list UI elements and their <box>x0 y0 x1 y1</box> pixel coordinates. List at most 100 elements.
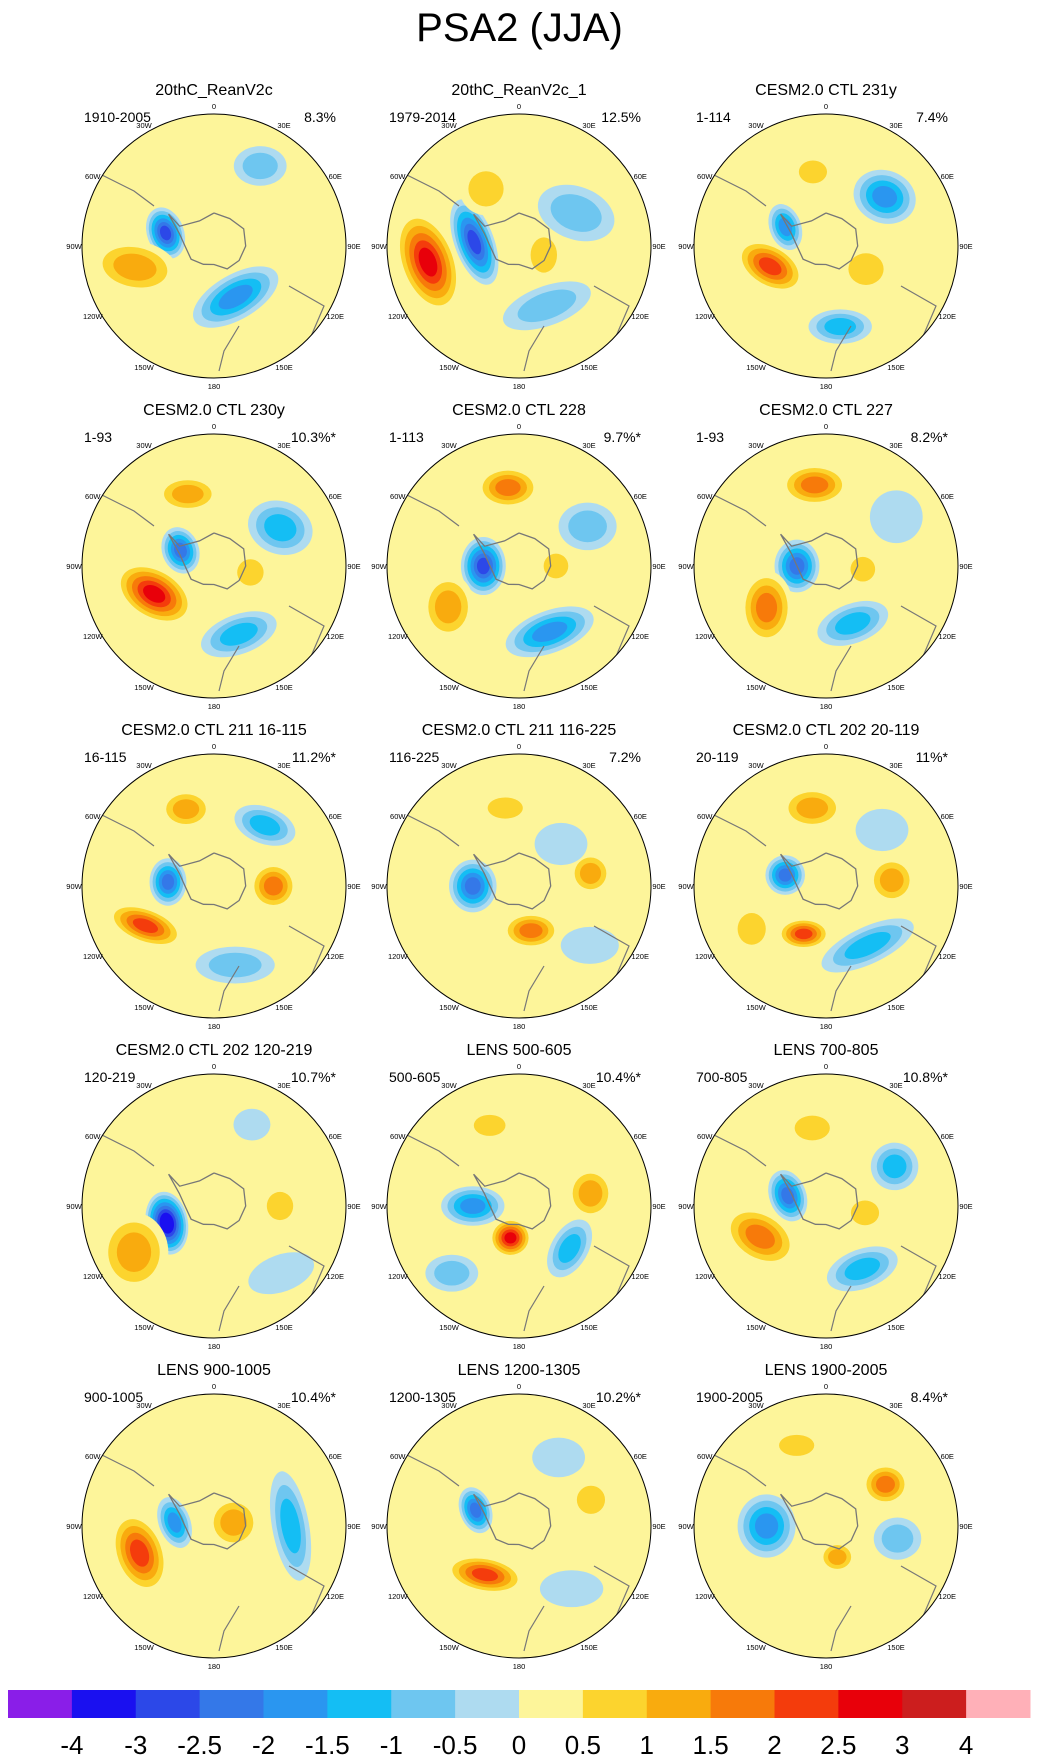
longitude-label: 120W <box>83 1592 104 1601</box>
anomaly-contour <box>576 1485 606 1514</box>
panel-variance: 8.4%* <box>911 1389 949 1405</box>
longitude-label: 30W <box>748 1401 764 1410</box>
map-border <box>693 433 959 699</box>
new-zealand-coastline <box>218 1285 240 1332</box>
map-panel: 20thC_ReanV2c_1 1979-2014 12.5% 0 30E 60E 90E 1… <box>371 82 665 391</box>
longitude-label: 30W <box>136 761 152 770</box>
longitude-label: 0 <box>824 1382 828 1391</box>
map-panel: LENS 900-1005 900-1005 10.4%* 0 30E 60E 90E 120… <box>66 1362 360 1671</box>
anomaly-contour <box>136 143 189 171</box>
longitude-label: 0 <box>517 422 521 431</box>
antarctica-coastline <box>473 1172 552 1230</box>
map-border <box>693 1393 959 1659</box>
longitude-label: 90W <box>66 1522 82 1531</box>
longitude-label: 0 <box>824 742 828 751</box>
anomaly-contour <box>248 1252 315 1295</box>
longitude-label: 90E <box>959 1202 972 1211</box>
longitude-label: 30E <box>582 441 595 450</box>
longitude-label: 150E <box>275 363 293 372</box>
new-zealand-coastline <box>830 325 852 372</box>
longitude-label: 30E <box>889 1401 902 1410</box>
panel-variance: 11%* <box>916 749 949 765</box>
longitude-label: 90E <box>652 1522 665 1531</box>
anomaly-contour <box>539 1570 604 1608</box>
longitude-label: 30E <box>582 1401 595 1410</box>
longitude-label: 150E <box>887 363 905 372</box>
anomaly-contour <box>464 877 481 895</box>
longitude-label: 180 <box>820 1662 833 1671</box>
longitude-label: 90W <box>678 1522 694 1531</box>
australia-coastline <box>288 1565 325 1622</box>
longitude-label: 120E <box>326 312 344 321</box>
south-america-coastline <box>705 1130 767 1167</box>
map-field <box>387 1074 651 1338</box>
map-border <box>386 433 652 699</box>
anomaly-contour <box>264 514 297 542</box>
longitude-label: 60E <box>634 1452 647 1461</box>
anomaly-contour <box>778 868 792 882</box>
anomaly-contour <box>517 289 577 323</box>
colorbar-tick-label: 3 <box>895 1730 909 1759</box>
map-border <box>693 113 959 379</box>
map-field <box>82 1074 346 1338</box>
longitude-label: 90E <box>959 242 972 251</box>
longitude-label: 30E <box>889 761 902 770</box>
anomaly-contour <box>132 918 158 933</box>
longitude-label: 90E <box>959 562 972 571</box>
map-border <box>386 753 652 1019</box>
longitude-label: 60W <box>85 172 101 181</box>
longitude-label: 60W <box>390 492 406 501</box>
panel-title: CESM2.0 CTL 228 <box>452 402 586 419</box>
panel-period: 1200-1305 <box>389 1389 456 1405</box>
south-america-coastline <box>398 1130 460 1167</box>
longitude-label: 150E <box>580 1003 598 1012</box>
anomaly-contour <box>532 1437 585 1478</box>
panel-variance: 8.3% <box>304 109 336 125</box>
anomaly-contour <box>219 622 258 646</box>
anomaly-contour <box>550 194 602 232</box>
longitude-label: 90E <box>347 1202 360 1211</box>
map-field <box>387 1394 651 1658</box>
longitude-label: 60W <box>697 172 713 181</box>
field-background <box>82 114 346 378</box>
longitude-label: 120E <box>631 1272 649 1281</box>
anomaly-contour <box>220 1509 247 1536</box>
new-zealand-coastline <box>218 645 240 692</box>
colorbar-tick-label: 2 <box>767 1730 781 1759</box>
longitude-label: 120W <box>388 632 409 641</box>
longitude-label: 90W <box>66 562 82 571</box>
anomaly-contour <box>159 225 172 241</box>
map-panel: CESM2.0 CTL 230y 1-93 10.3%* 0 30E 60E 90E 120E… <box>66 402 360 711</box>
colorbar: -4 -3 -2.5 -2 -1.5 -1 -0.5 0 0.5 1 1.5 2 2.5 3 4 <box>8 1690 1031 1759</box>
anomaly-contour <box>881 1524 914 1553</box>
longitude-label: 0 <box>517 1382 521 1391</box>
colorbar-tick-label: -0.5 <box>433 1730 478 1759</box>
longitude-label: 90W <box>66 882 82 891</box>
longitude-label: 150W <box>134 1643 155 1652</box>
longitude-label: 60E <box>329 1452 342 1461</box>
south-america-coastline <box>398 490 460 527</box>
panel-variance: 10.2%* <box>596 1389 642 1405</box>
longitude-label: 60E <box>941 812 954 821</box>
longitude-label: 150W <box>134 683 155 692</box>
antarctica-coastline <box>780 1492 859 1550</box>
map-field <box>82 434 346 698</box>
longitude-label: 0 <box>517 742 521 751</box>
map-field <box>82 754 346 1018</box>
new-zealand-coastline <box>523 645 545 692</box>
map-border <box>386 113 652 379</box>
colorbar-tick-label: 2.5 <box>820 1730 856 1759</box>
panel-period: 116-225 <box>389 749 440 765</box>
panel-variance: 10.8%* <box>903 1069 949 1085</box>
anomaly-contour <box>794 1115 830 1141</box>
map-field <box>694 754 958 1018</box>
longitude-label: 120E <box>631 312 649 321</box>
anomaly-contour <box>161 874 175 890</box>
longitude-label: 90E <box>347 242 360 251</box>
antarctica-coastline <box>168 212 247 270</box>
longitude-label: 180 <box>208 382 221 391</box>
map-border <box>81 433 347 699</box>
new-zealand-coastline <box>830 1285 852 1332</box>
